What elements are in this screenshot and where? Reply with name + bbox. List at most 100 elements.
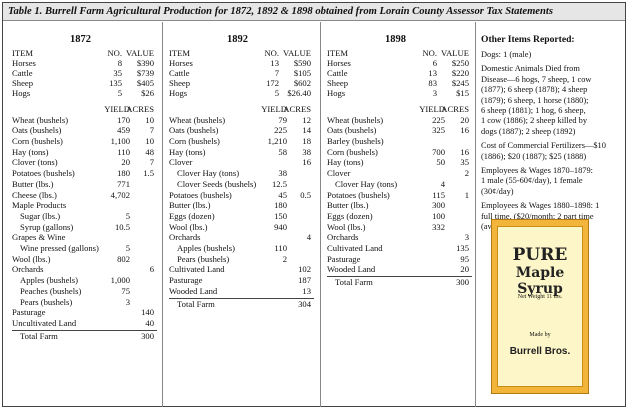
livestock-value: $26 (141, 88, 154, 99)
other-item-line: Employees & Wages 1870–1879: (481, 166, 593, 175)
crop-yield: 180 (117, 168, 130, 179)
crop-yield: 79 (278, 114, 287, 125)
crop-item: Pears (bushels) (20, 296, 73, 307)
livestock-count: 8 (117, 58, 122, 69)
crop-item: Orchards (327, 232, 359, 243)
crop-item: Peaches (bushels) (20, 285, 82, 296)
crop-item: Oats (bushels) (12, 125, 62, 136)
maple-syrup-label-image: PURE Maple Syrup Net Weight 11 lbs. Made… (491, 219, 589, 394)
crop-item: Cheese (lbs.) (12, 189, 57, 200)
crop-item: Corn (bushels) (169, 136, 220, 146)
crop-item: Clover (tons) (12, 157, 58, 168)
livestock-value: $590 (293, 58, 311, 69)
crop-item: Pasturage (12, 307, 46, 318)
crop-item: Pasturage (327, 253, 361, 264)
crop-yield: 5 (125, 243, 130, 253)
crop-item: Orchards (169, 232, 201, 243)
crop-item: Oats (bushels) (169, 125, 219, 136)
crop-acres: 2 (464, 168, 469, 179)
other-item-line: full time. ($20/month; 2 part time (481, 211, 594, 221)
crop-item: Wheat (bushels) (169, 114, 226, 125)
livestock-value: $739 (136, 68, 154, 79)
crop-item: Clover Hay (tons) (335, 178, 398, 189)
crop-yield: 771 (117, 178, 130, 189)
crop-item: Hay (tons) (12, 146, 49, 157)
livestock-value: $105 (293, 68, 311, 79)
crop-item: Sugar (lbs.) (20, 210, 61, 221)
column-header-value: VALUE (282, 48, 311, 58)
column-header-no: NO. (107, 48, 122, 58)
crop-yield: 2 (282, 253, 287, 264)
crop-yield: 170 (117, 114, 130, 125)
other-item-line: Dogs: 1 (male) (481, 50, 532, 59)
crop-acres: 40 (145, 317, 154, 328)
livestock-item: Cattle (327, 68, 348, 79)
crop-yield: 4 (440, 178, 445, 189)
crop-yield: 58 (278, 146, 287, 157)
year-heading: 1892 (227, 34, 248, 45)
label-net-weight: Net Weight 11 lbs. (517, 294, 563, 300)
crop-item: Wool (lbs.) (327, 221, 366, 232)
crop-item: Clover Hay (tons) (177, 168, 240, 179)
other-item-line: Employees & Wages 1880–1898: 1 (481, 201, 600, 211)
livestock-count: 135 (109, 78, 122, 89)
crop-item: Hay (tons) (169, 146, 206, 157)
other-item-line: dogs (1887); 2 sheep (1892) (481, 126, 576, 136)
column-header-acres: ACRES (126, 103, 154, 114)
other-items-heading: Other Items Reported: (481, 34, 575, 45)
crop-item: Clover Seeds (bushels) (177, 178, 257, 189)
crop-item: Potatoes (bushels) (12, 168, 75, 179)
crop-yield: 332 (432, 221, 445, 232)
crop-yield: 802 (117, 253, 130, 264)
crop-acres: 10 (145, 114, 154, 125)
crop-item: Wheat (bushels) (327, 114, 384, 125)
crop-yield: 325 (432, 125, 445, 136)
crop-acres: 20 (460, 264, 469, 275)
crop-acres: 102 (298, 264, 311, 275)
crop-acres: 187 (298, 275, 311, 286)
crop-yield: 3 (125, 296, 130, 307)
label-inner: PURE Maple Syrup Net Weight 11 lbs. Made… (497, 226, 583, 387)
crop-item: Wine pressed (gallons) (20, 243, 99, 253)
livestock-item: Cattle (169, 68, 190, 79)
total-acres: 300 (141, 330, 154, 341)
livestock-value: $250 (451, 58, 469, 69)
crop-item: Wool (lbs.) (12, 253, 51, 264)
crop-item: Syrup (gallons) (20, 221, 74, 232)
total-rule (169, 297, 314, 299)
crop-item: Maple Products (12, 200, 67, 211)
livestock-value: $245 (451, 78, 469, 89)
livestock-count: 172 (266, 78, 279, 89)
livestock-count: 35 (113, 68, 122, 79)
label-pure: PURE (512, 245, 568, 265)
crop-acres: 135 (456, 243, 469, 253)
livestock-count: 7 (274, 68, 279, 79)
crop-item: Clover (327, 168, 351, 179)
crop-acres: 1.5 (143, 168, 154, 179)
crop-acres: 14 (302, 125, 311, 136)
column-1898: 1898 ITEM NO. VALUE Horses 6 $250 Cattle 13 $220 S… (327, 22, 472, 402)
crop-acres: 3 (464, 232, 469, 243)
crop-item: Wooded Land (327, 264, 376, 275)
crop-item: Potatoes (bushels) (327, 189, 390, 200)
crop-yield: 4,702 (110, 189, 130, 200)
other-item-line: 1 male (55-60¢/day), 1 female (481, 176, 583, 186)
crop-item: Cultivated Land (327, 243, 383, 253)
column-header-acres: ACRES (441, 103, 469, 114)
crop-yield: 180 (274, 200, 287, 211)
other-item-line: (30¢/day) (481, 186, 514, 196)
crop-acres: 16 (302, 157, 311, 168)
crop-item: Butter (lbs.) (169, 200, 211, 211)
column-1872: 1872 ITEM NO. VALUE Horses 8 $390 Cattle 35 $739 S… (12, 22, 157, 402)
crop-acres: 95 (460, 253, 469, 264)
crop-item: Oats (bushels) (327, 125, 377, 136)
livestock-item: Cattle (12, 68, 33, 79)
crop-yield: 20 (121, 157, 130, 168)
livestock-item: Sheep (327, 78, 349, 89)
crop-item: Potatoes (bushels) (169, 189, 232, 200)
column-header-no: NO. (264, 48, 279, 58)
livestock-value: $602 (293, 78, 311, 89)
crop-item: Hay (tons) (327, 157, 364, 168)
crop-item: Uncultivated Land (12, 317, 77, 328)
other-item-line: (1886); $20 (1887); $25 (1888) (481, 151, 587, 161)
